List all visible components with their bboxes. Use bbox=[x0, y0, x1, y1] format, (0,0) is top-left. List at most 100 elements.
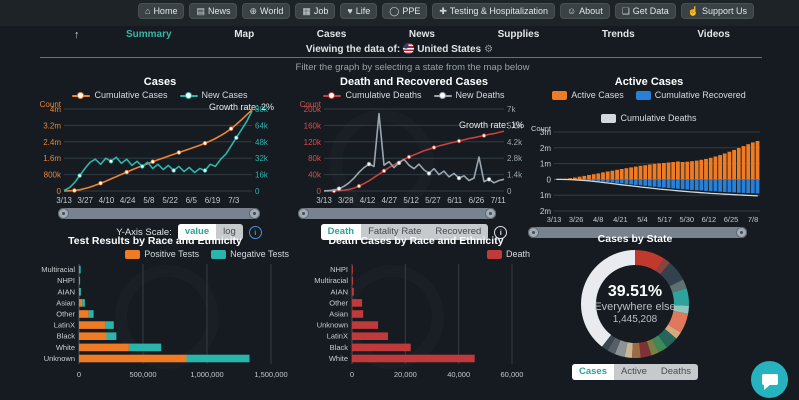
svg-text:1m: 1m bbox=[540, 191, 551, 200]
svg-text:80k: 80k bbox=[308, 154, 322, 163]
active-cases-chart: 3m 2m 1m 0 1m 2m Count 3/13 3/26 4/8 4/21 5/4 5/17 5/… bbox=[531, 124, 760, 224]
thumbs-up-icon: ☝ bbox=[687, 5, 700, 16]
legend-item[interactable]: New Cases bbox=[179, 90, 248, 101]
svg-text:4/10: 4/10 bbox=[99, 196, 115, 205]
svg-text:3m: 3m bbox=[540, 128, 551, 137]
death-range-slider[interactable] bbox=[298, 208, 496, 219]
active-legend: Active Cases Cumulative Recovered Cumulati… bbox=[543, 90, 755, 124]
tab-news[interactable]: News bbox=[408, 29, 435, 40]
svg-text:6/25: 6/25 bbox=[724, 215, 739, 224]
info-icon[interactable] bbox=[248, 225, 262, 239]
death-by-race-chart: 0 20,000 40,000 60,000 NHPI Multiracial AIAN Ot… bbox=[314, 264, 523, 379]
svg-text:6/26: 6/26 bbox=[469, 196, 485, 205]
state-active-button[interactable]: Active bbox=[614, 364, 654, 380]
chat-bubble-button[interactable] bbox=[751, 361, 788, 398]
legend-item[interactable]: Active Cases bbox=[552, 90, 624, 101]
tab-trends[interactable]: Trends bbox=[601, 29, 635, 40]
nav-job-label: Job bbox=[313, 6, 329, 16]
scale-value-button[interactable]: value bbox=[177, 224, 217, 240]
legend-item[interactable]: Cumulative Recovered bbox=[635, 90, 746, 101]
y-axis-scale-label: Y-Axis Scale: bbox=[116, 226, 172, 238]
slider-handle-left[interactable] bbox=[298, 208, 309, 219]
tab-videos[interactable]: Videos bbox=[697, 29, 730, 40]
svg-text:0: 0 bbox=[350, 370, 354, 379]
svg-text:White: White bbox=[329, 354, 348, 363]
tab-supplies[interactable]: Supplies bbox=[497, 29, 540, 40]
svg-text:2.4m: 2.4m bbox=[43, 138, 61, 147]
test-results-title: Test Results by Race and Ethnicity bbox=[68, 235, 242, 247]
svg-text:1.6m: 1.6m bbox=[43, 154, 61, 163]
nav-getdata-button[interactable]: ❏ Get Data bbox=[614, 3, 676, 19]
nav-about-button[interactable]: ☺ About bbox=[559, 3, 610, 19]
cases-by-state-donut[interactable] bbox=[579, 248, 691, 360]
svg-text:1m: 1m bbox=[540, 160, 551, 169]
svg-text:5.6k: 5.6k bbox=[507, 121, 523, 130]
legend-item[interactable]: Cumulative Cases bbox=[72, 90, 168, 101]
legend-item[interactable]: New Deaths bbox=[433, 90, 505, 101]
life-icon: ♥ bbox=[347, 5, 353, 16]
tab-map[interactable]: Map bbox=[234, 29, 255, 40]
legend-marker bbox=[486, 250, 502, 259]
nav-ppe-button[interactable]: ◯ PPE bbox=[382, 3, 428, 19]
svg-text:4/8: 4/8 bbox=[593, 215, 603, 224]
svg-text:0: 0 bbox=[317, 187, 322, 196]
legend-label: New Deaths bbox=[455, 90, 505, 100]
state-cases-button[interactable]: Cases bbox=[572, 364, 614, 380]
country-name[interactable]: United States bbox=[417, 44, 482, 55]
cases-range-slider[interactable] bbox=[58, 208, 260, 219]
death-legend: Cumulative Deaths New Deaths bbox=[294, 90, 534, 101]
nav-testing-button[interactable]: ✚ Testing & Hospitalization bbox=[432, 3, 555, 19]
slider-handle-left[interactable] bbox=[528, 227, 539, 238]
legend-label: New Cases bbox=[201, 90, 248, 100]
legend-item[interactable]: Cumulative Deaths bbox=[323, 90, 422, 101]
fatality-rate-tab-button[interactable]: Fatality Rate bbox=[361, 224, 428, 240]
nav-job-button[interactable]: ▦ Job bbox=[295, 3, 336, 19]
slider-handle-right[interactable] bbox=[249, 208, 260, 219]
legend-item[interactable]: Cumulative Deaths bbox=[601, 113, 697, 124]
svg-text:20,000: 20,000 bbox=[394, 370, 417, 379]
header-divider bbox=[40, 57, 762, 58]
nav-support-label: Support Us bbox=[702, 6, 748, 16]
slider-handle-left[interactable] bbox=[58, 208, 69, 219]
svg-text:500,000: 500,000 bbox=[129, 370, 156, 379]
svg-text:Asian: Asian bbox=[56, 298, 75, 307]
recovered-tab-button[interactable]: Recovered bbox=[428, 224, 488, 240]
svg-text:3/13: 3/13 bbox=[547, 215, 562, 224]
nav-home-button[interactable]: ⌂ Home bbox=[138, 3, 185, 19]
scale-log-button[interactable]: log bbox=[216, 224, 243, 240]
state-deaths-button[interactable]: Deaths bbox=[654, 364, 698, 380]
info-icon[interactable] bbox=[494, 225, 508, 239]
svg-text:Count: Count bbox=[300, 101, 322, 109]
death-tab-button[interactable]: Death bbox=[320, 224, 362, 240]
svg-text:NHPI: NHPI bbox=[57, 276, 75, 285]
death-metric-control: Death Fatality Rate Recovered bbox=[294, 224, 534, 240]
nav-home-label: Home bbox=[153, 6, 178, 16]
legend-label: Death bbox=[505, 249, 530, 259]
filter-hint: Filter the graph by selecting a state fr… bbox=[295, 62, 530, 73]
legend-item[interactable]: Death bbox=[486, 249, 530, 260]
tab-cases[interactable]: Cases bbox=[316, 29, 347, 40]
svg-text:16k: 16k bbox=[255, 171, 269, 180]
svg-text:7k: 7k bbox=[507, 105, 516, 114]
gear-icon[interactable]: ⚙ bbox=[484, 44, 494, 55]
legend-item[interactable]: Positive Tests bbox=[125, 249, 199, 260]
svg-text:0: 0 bbox=[255, 187, 260, 196]
svg-text:3.2m: 3.2m bbox=[43, 121, 61, 130]
legend-marker bbox=[179, 92, 198, 99]
scale-toggle-group: value log bbox=[177, 224, 243, 240]
slider-handle-right[interactable] bbox=[736, 227, 747, 238]
nav-news-button[interactable]: ▤ News bbox=[189, 3, 238, 19]
slider-handle-right[interactable] bbox=[485, 208, 496, 219]
nav-world-button[interactable]: ⊕ World bbox=[242, 3, 291, 19]
nav-life-button[interactable]: ♥ Life bbox=[340, 3, 378, 19]
tab-summary[interactable]: Summary bbox=[126, 29, 172, 40]
svg-text:1.4k: 1.4k bbox=[507, 171, 523, 180]
nav-support-button[interactable]: ☝ Support Us bbox=[680, 3, 755, 19]
legend-item[interactable]: Negative Tests bbox=[211, 249, 289, 260]
svg-text:6/5: 6/5 bbox=[186, 196, 198, 205]
death-chart-title: Death and Recovered Cases bbox=[340, 76, 488, 88]
scroll-top-icon[interactable]: ↑ bbox=[74, 29, 80, 41]
active-range-slider[interactable] bbox=[528, 227, 747, 238]
svg-text:Multiracial: Multiracial bbox=[314, 276, 348, 285]
document-icon: ❏ bbox=[621, 5, 630, 16]
